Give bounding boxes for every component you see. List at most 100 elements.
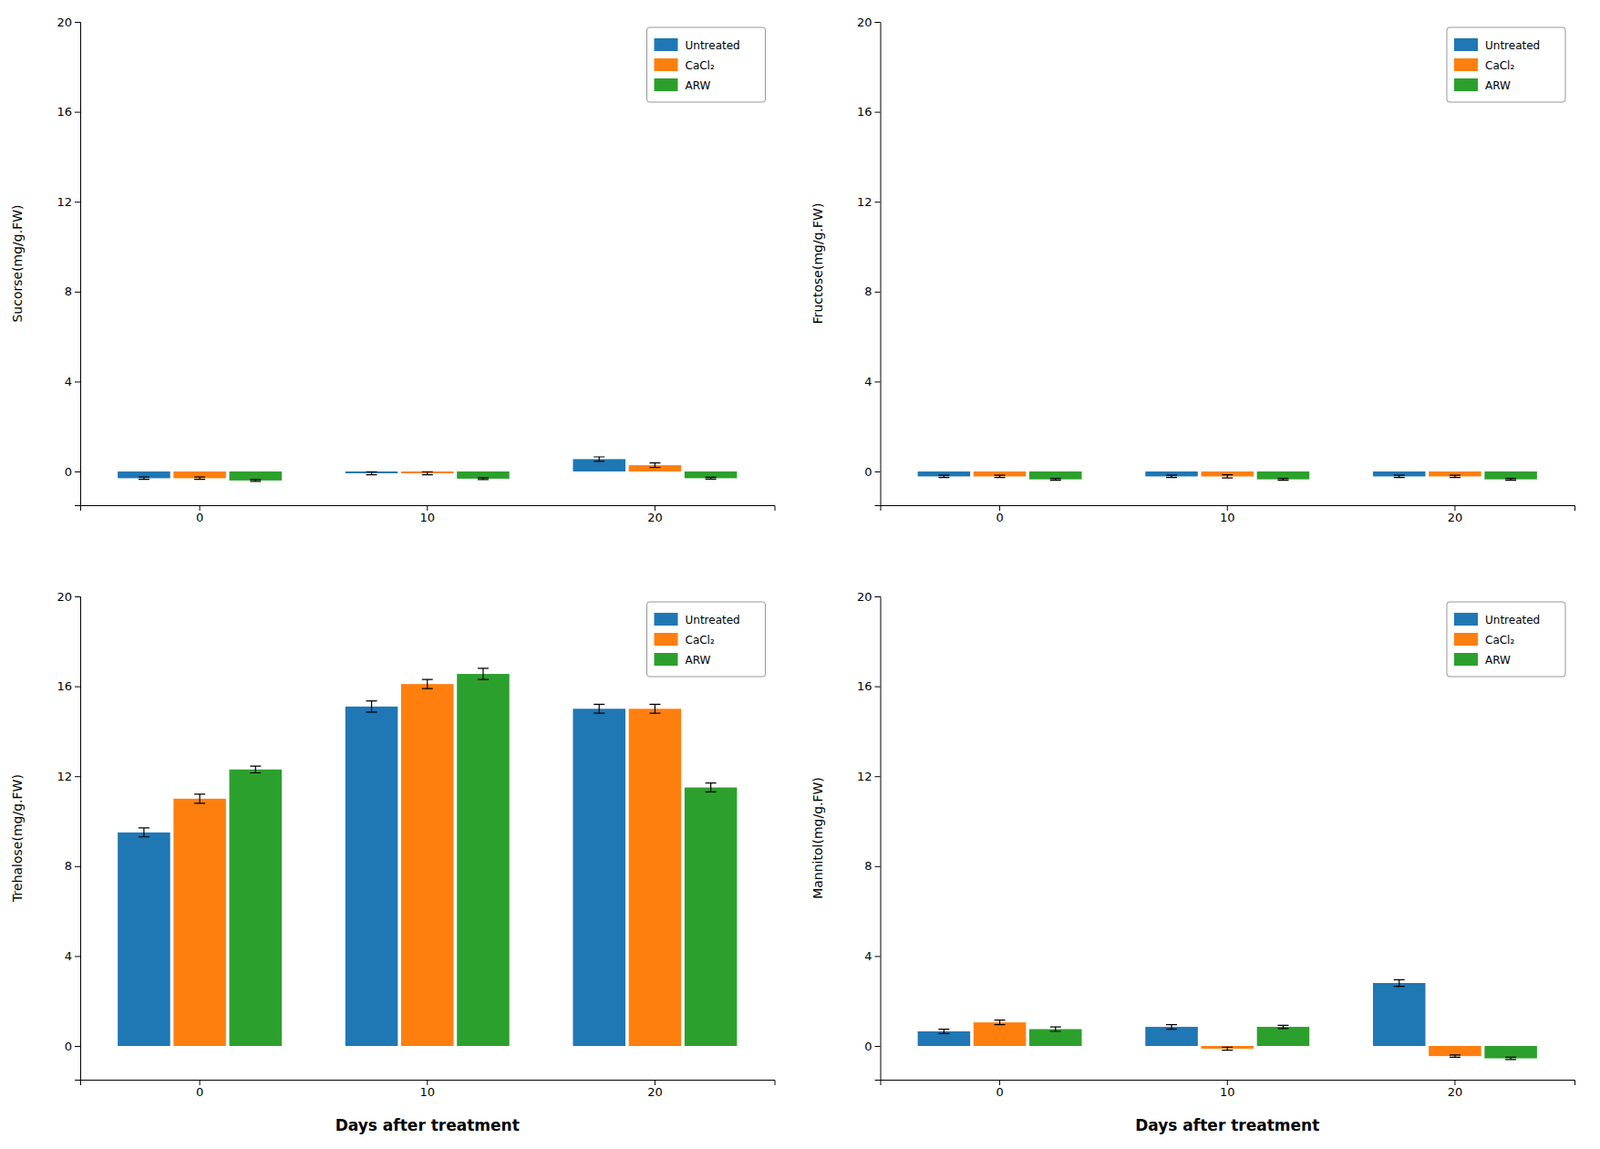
legend-swatch	[1454, 58, 1478, 72]
tick-label: 16	[856, 679, 873, 693]
legend-entry: Untreated	[1454, 612, 1540, 627]
tick-mark	[875, 21, 881, 23]
y-axis-title: Fructose(mg/g.FW)	[810, 203, 826, 325]
tick: 12	[56, 195, 81, 209]
tick: 20	[856, 589, 881, 604]
legend-entry: Untreated	[654, 38, 741, 52]
bar	[456, 471, 510, 479]
tick-mark	[199, 1079, 201, 1085]
series	[229, 471, 738, 482]
legend-label: ARW	[685, 79, 712, 93]
tick-mark	[875, 955, 881, 957]
axis-line	[880, 1080, 1576, 1086]
tick-mark	[875, 381, 881, 382]
tick-label: 16	[856, 104, 873, 119]
tick: 16	[856, 679, 881, 693]
bar	[456, 673, 510, 1046]
plot-area	[117, 456, 737, 482]
tick: 8	[864, 284, 880, 299]
series	[918, 979, 1426, 1046]
tick-label: 20	[856, 589, 873, 604]
legend-frame	[1446, 601, 1566, 677]
bar	[629, 708, 682, 1046]
error-bar	[249, 479, 261, 482]
tick-label: 20	[1447, 510, 1464, 525]
error-bar	[649, 703, 661, 713]
legend-entry: ARW	[1454, 78, 1511, 93]
error-bar	[138, 827, 150, 837]
legend-swatch	[654, 612, 679, 626]
tick-mark	[1227, 505, 1229, 511]
tick-mark	[875, 291, 881, 293]
x-axis: 0 10 20	[880, 505, 1576, 525]
tick: 0	[864, 1039, 880, 1053]
tick-label: 0	[196, 510, 204, 525]
bar	[229, 471, 283, 481]
legend-label: Untreated	[1485, 39, 1540, 52]
tick-label: 16	[56, 104, 73, 119]
tick-label: 8	[864, 284, 872, 299]
legend-label: CaCl₂	[685, 59, 715, 73]
tick: 4	[64, 374, 81, 389]
error-bar	[994, 474, 1006, 477]
error-bar	[1277, 478, 1289, 481]
tick-mark	[199, 505, 201, 511]
y-axis-title: Trehalose(mg/g.FW)	[10, 774, 25, 903]
x-axis-title: Days after treatment	[335, 1115, 520, 1135]
tick-label: 20	[647, 1084, 663, 1099]
series	[973, 1020, 1482, 1058]
tick-mark	[1227, 1079, 1229, 1085]
tick: 20	[647, 505, 663, 525]
tick: 12	[856, 769, 881, 784]
tick-label: 4	[64, 374, 73, 389]
tick: 10	[419, 505, 435, 525]
error-bar	[422, 679, 434, 689]
panel: 01020048121620Fructose(mg/g.FW)Untreated…	[810, 15, 1576, 526]
legend-label: CaCl₂	[685, 633, 715, 647]
tick-mark	[74, 112, 81, 114]
legend-label: ARW	[1485, 79, 1511, 93]
y-axis-title: Sucorse(mg/g.FW)	[10, 204, 25, 322]
error-bar	[194, 794, 206, 804]
tick: 12	[56, 769, 81, 784]
tick-mark	[74, 1045, 81, 1047]
y-axis: 048121620	[856, 15, 881, 506]
tick-mark	[999, 1079, 1001, 1085]
tick: 20	[647, 1079, 663, 1099]
tick: 20	[856, 15, 881, 30]
plot-area	[117, 668, 737, 1046]
tick: 0	[864, 464, 880, 479]
tick-mark	[74, 775, 81, 777]
tick-mark	[74, 471, 81, 473]
legend-swatch	[1454, 78, 1478, 92]
tick-mark	[875, 775, 881, 777]
error-bar	[1393, 979, 1405, 986]
tick-label: 16	[56, 679, 73, 693]
bar	[1257, 1026, 1311, 1046]
bar	[1257, 471, 1311, 480]
legend-entry: ARW	[654, 652, 712, 667]
error-bar	[1393, 474, 1405, 477]
tick: 0	[64, 1039, 81, 1053]
tick: 10	[1219, 505, 1236, 525]
bar	[401, 683, 455, 1046]
tick-label: 0	[995, 1084, 1003, 1099]
y-axis: 048121620	[56, 15, 81, 506]
bar	[1145, 1026, 1198, 1046]
tick: 16	[856, 104, 881, 119]
tick: 4	[64, 949, 81, 963]
error-bar	[1050, 478, 1062, 481]
error-bar	[477, 477, 489, 480]
tick-label: 12	[856, 769, 873, 784]
tick-mark	[74, 21, 81, 23]
legend: Untreated CaCl₂ ARW	[647, 27, 766, 103]
tick-mark	[74, 866, 81, 868]
series	[918, 471, 1426, 478]
tick-label: 0	[995, 510, 1003, 525]
legend-entry: ARW	[654, 78, 712, 93]
tick-mark	[875, 866, 881, 868]
legend-label: Untreated	[1485, 613, 1540, 627]
tick-label: 0	[864, 1039, 872, 1053]
tick: 8	[64, 284, 81, 299]
tick-mark	[74, 381, 81, 382]
